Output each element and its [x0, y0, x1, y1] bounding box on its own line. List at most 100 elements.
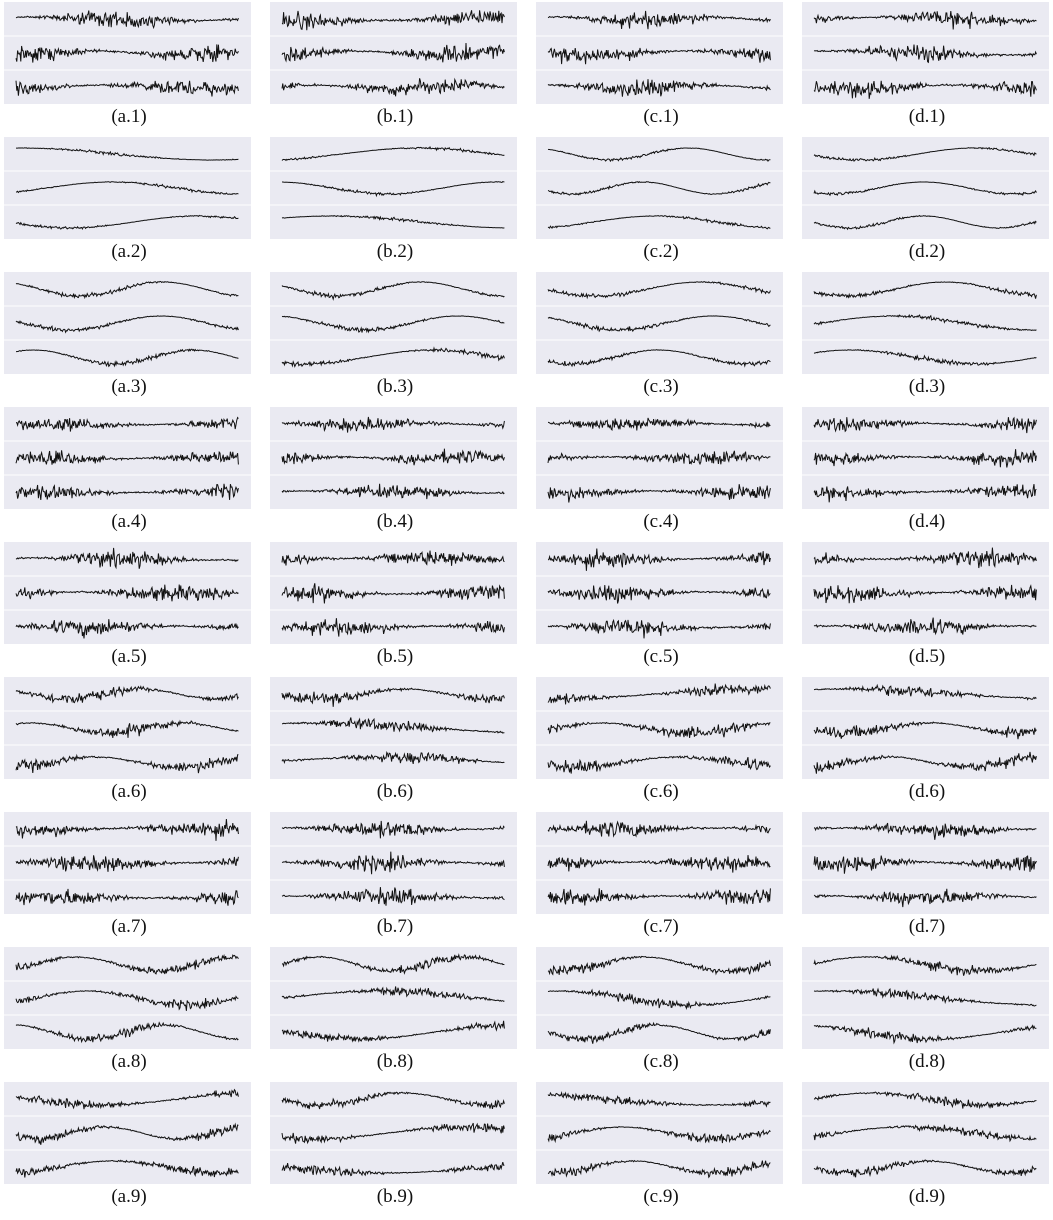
- signal-plot: [536, 1082, 783, 1184]
- waveform: [813, 617, 1037, 636]
- waveform: [547, 1021, 771, 1044]
- panel: (d.7): [802, 812, 1052, 942]
- panel-caption: (c.9): [643, 1186, 679, 1207]
- waveform: [281, 145, 505, 162]
- signal-plot: [270, 1082, 517, 1184]
- waveform: [281, 214, 505, 229]
- plot-background: [270, 137, 517, 239]
- waveform: [281, 1161, 505, 1177]
- panel: (b.6): [270, 677, 520, 807]
- waveform: [15, 1021, 239, 1044]
- waveform: [548, 417, 771, 432]
- waveform: [813, 416, 1037, 434]
- waveform: [813, 146, 1037, 162]
- waveform: [281, 346, 505, 368]
- waveform: [547, 1090, 771, 1108]
- waveform: [15, 1088, 239, 1110]
- signal-plot: [270, 677, 517, 779]
- waveform: [15, 44, 239, 63]
- waveform: [813, 855, 1037, 874]
- signal-plot: [802, 542, 1049, 644]
- panel-caption: (b.4): [376, 511, 414, 532]
- waveform: [813, 214, 1037, 231]
- waveform: [547, 683, 771, 705]
- waveform: [281, 751, 505, 765]
- panel: (a.2): [4, 137, 254, 267]
- panel: (b.9): [270, 1082, 520, 1212]
- signal-plot: [4, 677, 251, 779]
- panel-caption: (b.8): [376, 1051, 414, 1072]
- panel: (b.1): [270, 2, 520, 132]
- panel-caption: (d.4): [908, 511, 946, 532]
- signal-plot: [802, 677, 1049, 779]
- waveform: [15, 953, 239, 975]
- waveform: [281, 887, 505, 906]
- waveform: [281, 42, 505, 63]
- waveform: [547, 820, 771, 838]
- panel-caption: (d.7): [908, 916, 946, 937]
- waveform: [15, 719, 239, 739]
- panel-caption: (b.3): [376, 376, 414, 397]
- waveform: [281, 583, 505, 604]
- waveform: [547, 1126, 771, 1144]
- waveform: [16, 181, 239, 196]
- panel: (d.9): [802, 1082, 1052, 1212]
- signal-plot: [536, 947, 783, 1049]
- signal-plot: [802, 812, 1049, 914]
- panel: (d.6): [802, 677, 1052, 807]
- signal-plot: [4, 812, 251, 914]
- panel: (a.6): [4, 677, 254, 807]
- signal-plot: [270, 137, 517, 239]
- panel-caption: (c.8): [643, 1051, 679, 1072]
- signal-plot: [4, 137, 251, 239]
- waveform: [15, 315, 239, 334]
- waveform: [547, 955, 771, 976]
- panel: (a.9): [4, 1082, 254, 1212]
- panel-caption: (a.8): [111, 1051, 147, 1072]
- waveform: [547, 349, 771, 368]
- signal-plot: [802, 1082, 1049, 1184]
- waveform: [813, 11, 1037, 30]
- waveform: [547, 585, 771, 604]
- plot-background: [536, 947, 783, 1049]
- waveform: [281, 550, 505, 566]
- panel-caption: (b.7): [376, 916, 414, 937]
- signal-plot: [536, 2, 783, 104]
- panel-caption: (a.9): [111, 1186, 147, 1207]
- panel-caption: (c.6): [643, 781, 679, 802]
- waveform: [15, 1122, 239, 1145]
- waveform: [281, 281, 505, 301]
- waveform: [281, 10, 505, 31]
- signal-plot: [536, 677, 783, 779]
- signal-plot: [536, 137, 783, 239]
- waveform: [547, 988, 771, 1011]
- signal-plot: [4, 947, 251, 1049]
- panel-caption: (a.4): [111, 511, 147, 532]
- plot-background: [4, 272, 251, 374]
- panel-caption: (d.3): [908, 376, 946, 397]
- signal-plot: [802, 137, 1049, 239]
- waveform: [281, 986, 505, 1002]
- waveform: [281, 1091, 505, 1110]
- waveform: [813, 484, 1037, 503]
- panel: (b.4): [270, 407, 520, 537]
- signal-plot: [270, 2, 517, 104]
- waveform: [813, 720, 1037, 740]
- panel-caption: (a.5): [111, 646, 147, 667]
- panel-caption: (a.6): [111, 781, 147, 802]
- waveform: [281, 953, 505, 975]
- signal-plot: [536, 407, 783, 509]
- waveform: [281, 820, 505, 839]
- waveform: [281, 618, 505, 637]
- waveform: [547, 147, 771, 163]
- panel-caption: (d.8): [908, 1051, 946, 1072]
- waveform: [813, 1024, 1037, 1045]
- waveform: [547, 548, 771, 571]
- panel: (a.5): [4, 542, 254, 672]
- signal-plot: [536, 272, 783, 374]
- panel-caption: (d.6): [908, 781, 946, 802]
- waveform: [813, 584, 1037, 604]
- waveform: [547, 450, 771, 466]
- panel-caption: (c.2): [643, 241, 679, 262]
- waveform: [547, 484, 771, 503]
